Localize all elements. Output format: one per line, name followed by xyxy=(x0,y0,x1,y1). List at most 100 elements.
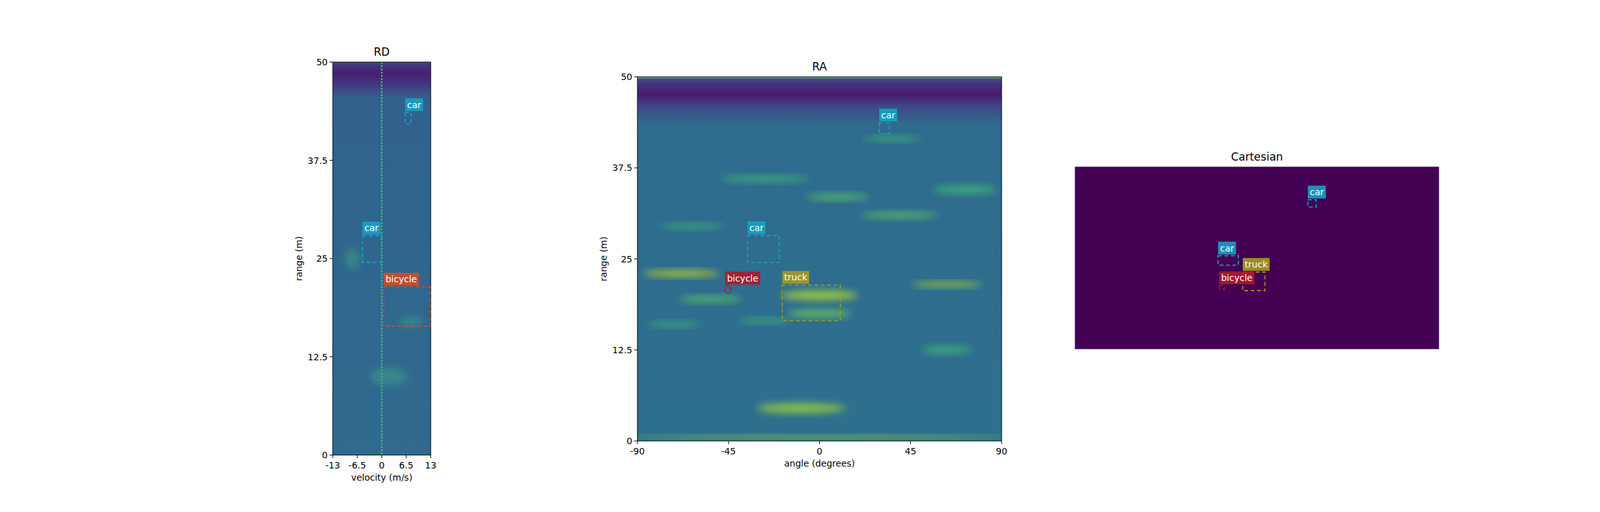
x-axis-label: velocity (m/s) xyxy=(351,472,413,483)
blob xyxy=(781,289,859,301)
x-tick-label: 6.5 xyxy=(399,460,414,471)
bounding-box xyxy=(725,286,731,294)
blob xyxy=(805,193,870,201)
object-label: truck xyxy=(1244,259,1269,270)
x-tick xyxy=(910,440,911,445)
object-label: car xyxy=(364,222,379,233)
axes-frame xyxy=(1075,167,1439,349)
bounding-box xyxy=(782,284,841,321)
blob xyxy=(933,184,998,194)
y-tick-label: 25 xyxy=(316,253,328,264)
box-label: car xyxy=(362,221,381,235)
y-tick xyxy=(329,62,333,63)
x-tick-label: -45 xyxy=(721,446,736,457)
boxes xyxy=(725,122,890,322)
object-label: car xyxy=(749,222,764,233)
blob xyxy=(863,136,921,142)
blob xyxy=(637,435,1002,440)
axes-frame xyxy=(637,76,1002,441)
title: RA xyxy=(812,60,827,73)
y-axis-label: range (m) xyxy=(598,236,609,282)
blob xyxy=(921,346,973,354)
box-label: truck xyxy=(1242,257,1270,271)
boxes xyxy=(362,112,431,327)
blob xyxy=(399,316,423,327)
blob xyxy=(344,248,361,269)
box-label: truck xyxy=(782,270,809,284)
label-background xyxy=(1219,271,1255,285)
y-tick xyxy=(634,349,638,351)
box-labels: car car bicycle xyxy=(362,98,424,287)
object-label: car xyxy=(1219,243,1234,254)
object-label: car xyxy=(407,99,422,111)
y-tick-label: 0 xyxy=(626,435,633,447)
blob xyxy=(659,223,724,229)
x-tick xyxy=(332,455,334,459)
label-background xyxy=(362,221,381,235)
y-tick xyxy=(634,440,638,442)
object-label: car xyxy=(881,110,896,121)
y-tick xyxy=(634,167,638,169)
x-tick xyxy=(405,455,407,459)
object-label: car xyxy=(1310,186,1325,198)
x-tick-label: -13 xyxy=(325,460,341,471)
y-tick-label: 37.5 xyxy=(612,162,633,173)
x-tick-label: -6.5 xyxy=(348,460,367,471)
blob xyxy=(912,281,983,287)
bounding-box xyxy=(1308,199,1317,207)
x-axis-label: angle (degrees) xyxy=(784,458,856,469)
label-background xyxy=(1242,257,1270,271)
object-label: truck xyxy=(784,272,808,283)
title: Cartesian xyxy=(1230,150,1283,164)
background xyxy=(637,76,1002,441)
bounding-box xyxy=(362,235,382,263)
bounding-box xyxy=(879,122,890,134)
box-label: bicycle xyxy=(383,272,419,286)
bounding-box xyxy=(747,235,780,263)
y-tick-label: 12.5 xyxy=(307,352,328,363)
boxes xyxy=(1217,199,1316,291)
heatmap-background xyxy=(637,76,1002,441)
x-tick xyxy=(819,440,820,445)
x-tick xyxy=(357,455,358,459)
x-tick xyxy=(430,455,432,459)
x-tick xyxy=(1001,440,1003,445)
x-tick xyxy=(728,440,729,445)
label-background xyxy=(1308,185,1327,199)
label-background xyxy=(782,270,809,284)
blob xyxy=(369,367,408,386)
blob xyxy=(756,403,847,414)
label-background xyxy=(879,108,898,122)
box-label: bicycle xyxy=(1219,271,1255,285)
box-labels: car car truck bicycle xyxy=(1217,185,1326,285)
label-background xyxy=(405,98,424,112)
y-tick-label: 50 xyxy=(316,56,328,68)
x-tick-label: 0 xyxy=(816,446,823,457)
y-axis-label: range (m) xyxy=(293,236,304,281)
y-tick xyxy=(634,258,638,260)
blob xyxy=(642,270,720,277)
y-tick xyxy=(329,160,333,161)
blob xyxy=(739,318,791,324)
heatmap-background xyxy=(1075,167,1439,349)
y-tick-label: 25 xyxy=(620,254,633,265)
x-tick-label: -90 xyxy=(630,446,646,457)
x-tick-label: 0 xyxy=(378,460,385,471)
y-tick-label: 0 xyxy=(321,449,328,461)
x-tick-label: 13 xyxy=(424,460,437,471)
x-tick xyxy=(637,440,639,445)
bounding-box xyxy=(1217,256,1239,266)
box-label: car xyxy=(405,98,424,112)
object-label: bicycle xyxy=(385,273,417,285)
box-label: car xyxy=(747,221,766,235)
y-tick-label: 12.5 xyxy=(612,344,633,356)
background xyxy=(332,62,431,456)
label-background xyxy=(1217,241,1236,255)
y-tick-label: 50 xyxy=(620,71,633,82)
object-label: bicycle xyxy=(727,273,759,284)
object-label: bicycle xyxy=(1221,272,1253,283)
x-tick-label: 45 xyxy=(904,446,917,457)
y-tick xyxy=(634,76,638,78)
background xyxy=(1075,167,1439,349)
label-background xyxy=(383,272,419,286)
